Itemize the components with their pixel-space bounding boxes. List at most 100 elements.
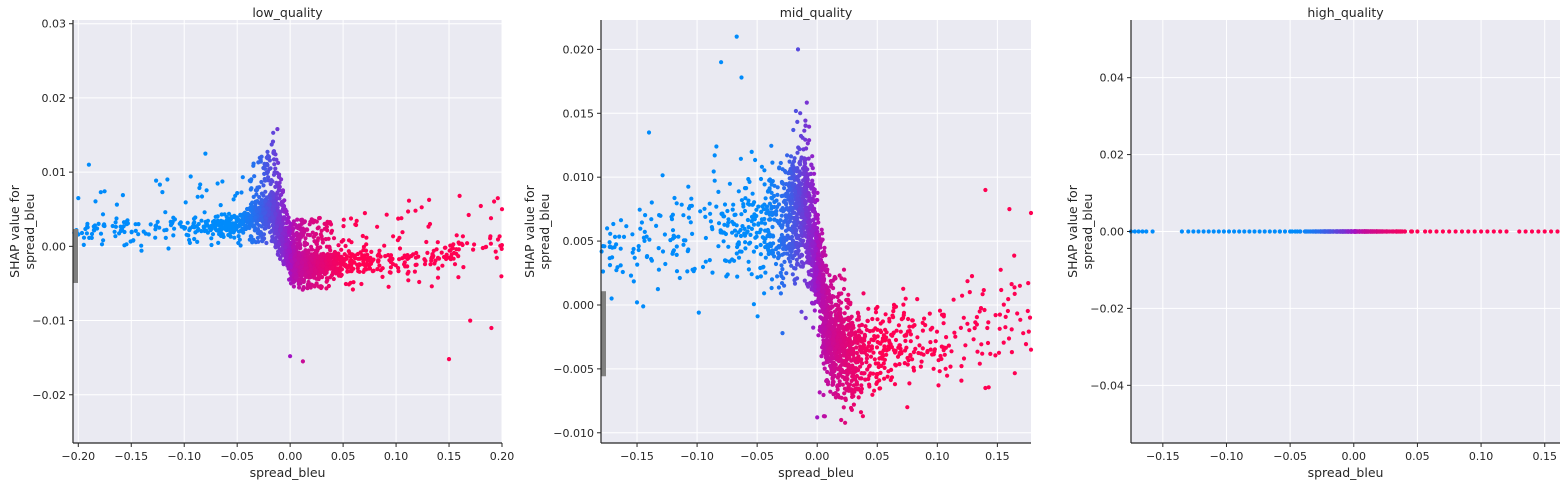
data-point: [913, 346, 918, 351]
data-point: [618, 246, 623, 251]
data-point: [777, 166, 782, 171]
data-point: [422, 262, 428, 267]
data-point: [763, 228, 768, 233]
data-point: [837, 379, 842, 384]
data-point: [257, 195, 262, 200]
data-point: [744, 186, 749, 191]
data-point: [218, 218, 224, 223]
data-point: [707, 258, 712, 263]
data-point: [896, 345, 901, 350]
data-point: [215, 218, 220, 223]
y-tick-label: 0.005: [563, 235, 595, 248]
data-point: [460, 234, 465, 239]
data-point: [1257, 229, 1262, 234]
data-point: [411, 252, 416, 257]
data-point: [780, 267, 785, 272]
data-point: [759, 209, 764, 214]
data-point: [1211, 229, 1216, 234]
data-point: [821, 251, 826, 256]
data-point: [779, 263, 784, 268]
data-point: [859, 386, 865, 391]
data-point: [690, 231, 695, 236]
data-point: [376, 258, 381, 263]
data-point: [310, 230, 315, 235]
x-tick-label: −0.05: [220, 450, 254, 463]
data-point: [611, 221, 616, 227]
data-point: [203, 151, 208, 156]
data-point: [347, 259, 353, 264]
data-point: [925, 350, 930, 355]
data-point: [803, 315, 808, 321]
data-point: [406, 209, 411, 214]
data-point: [240, 175, 245, 180]
data-point: [330, 265, 335, 270]
data-point: [480, 245, 485, 251]
data-point: [497, 234, 502, 239]
data-point: [275, 208, 280, 213]
x-tick-label: −0.05: [740, 450, 774, 463]
data-point: [875, 339, 880, 345]
data-point: [133, 222, 138, 227]
data-point: [734, 233, 739, 238]
data-point: [1272, 229, 1277, 234]
data-point: [803, 186, 808, 191]
data-point: [1023, 342, 1029, 347]
data-point: [979, 342, 984, 347]
data-point: [446, 357, 452, 362]
data-point: [937, 308, 943, 313]
data-point: [866, 306, 871, 311]
x-tick-label: 0.05: [331, 450, 356, 463]
data-point: [489, 325, 494, 331]
data-point: [649, 258, 655, 263]
data-point: [775, 192, 780, 197]
data-point: [703, 235, 709, 241]
data-point: [316, 272, 321, 277]
data-point: [780, 206, 785, 211]
data-point: [859, 383, 864, 388]
data-point: [921, 352, 926, 357]
data-point: [972, 326, 977, 331]
data-point: [826, 288, 831, 293]
data-point: [971, 337, 976, 342]
data-point: [813, 221, 818, 227]
data-point: [327, 257, 332, 262]
data-point: [833, 317, 838, 322]
data-point: [843, 358, 848, 363]
data-point: [452, 262, 458, 267]
data-point: [254, 188, 259, 193]
data-point: [985, 340, 991, 346]
data-point: [823, 355, 828, 360]
data-point: [815, 190, 820, 195]
data-point: [674, 201, 679, 206]
data-point: [266, 212, 271, 218]
data-point: [320, 264, 326, 269]
data-point: [179, 224, 184, 229]
data-point: [353, 222, 358, 227]
data-point: [281, 231, 286, 236]
data-point: [656, 246, 661, 251]
data-point: [630, 232, 635, 237]
data-point: [272, 170, 277, 175]
data-point: [245, 225, 250, 230]
data-point: [779, 213, 784, 218]
data-point: [396, 265, 401, 271]
data-point: [405, 253, 410, 258]
data-point: [776, 255, 781, 260]
data-point: [743, 196, 748, 201]
data-point: [721, 239, 726, 244]
data-point: [809, 262, 815, 267]
x-tick-label: −0.15: [114, 450, 148, 463]
data-point: [725, 272, 730, 277]
data-point: [192, 236, 197, 242]
data-point: [941, 321, 946, 326]
y-tick-label: 0.01: [42, 166, 67, 179]
data-point: [396, 216, 401, 221]
data-point: [199, 229, 204, 234]
data-point: [102, 189, 107, 194]
data-point: [268, 230, 273, 235]
data-point: [856, 337, 861, 342]
data-point: [839, 395, 844, 400]
data-point: [782, 283, 787, 288]
data-point: [861, 291, 866, 296]
data-point: [809, 268, 814, 273]
